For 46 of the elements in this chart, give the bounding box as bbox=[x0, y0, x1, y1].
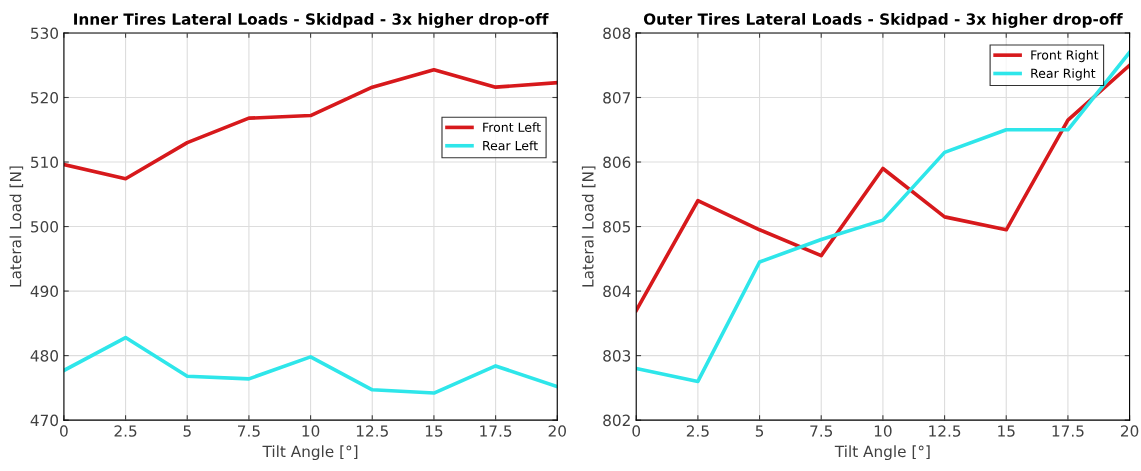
y-tick-label: 806 bbox=[603, 156, 631, 169]
y-tick-label: 510 bbox=[31, 156, 59, 169]
x-axis-title: Tilt Angle [°] bbox=[262, 445, 358, 461]
y-tick-label: 804 bbox=[603, 285, 631, 298]
y-tick-label: 807 bbox=[603, 91, 631, 104]
y-axis-title: Lateral Load [N] bbox=[581, 166, 596, 287]
y-tick-label: 470 bbox=[30, 414, 59, 427]
x-axis-title: Tilt Angle [°] bbox=[834, 445, 930, 461]
y-tick-label: 530 bbox=[31, 27, 59, 39]
y-tick-label: 490 bbox=[30, 285, 59, 298]
y-axis-title: Lateral Load [N] bbox=[9, 166, 24, 287]
x-tick-label: 2.5 bbox=[686, 425, 709, 437]
y-tick-label: 520 bbox=[31, 91, 59, 104]
x-tick-label: 12.5 bbox=[929, 425, 961, 437]
x-tick-label: 5 bbox=[755, 425, 764, 437]
x-tick-label: 7.5 bbox=[810, 425, 833, 437]
x-tick-label: 10 bbox=[302, 425, 320, 437]
legend-label: Front Right bbox=[1031, 50, 1099, 63]
y-tick-label: 808 bbox=[603, 27, 631, 39]
x-tick-label: 15 bbox=[425, 425, 443, 437]
y-tick-label: 802 bbox=[603, 414, 630, 427]
x-tick-label: 12.5 bbox=[356, 425, 388, 437]
y-tick-label: 500 bbox=[31, 221, 59, 233]
line-series bbox=[636, 63, 1130, 313]
x-tick-label: 5 bbox=[183, 425, 191, 437]
chart-title: Inner Tires Lateral Loads - Skidpad - 3x higher drop-off bbox=[74, 13, 549, 28]
line-series bbox=[63, 67, 558, 181]
legend-label: Rear Right bbox=[1031, 68, 1096, 81]
y-tick-label: 805 bbox=[603, 221, 631, 233]
x-tick-label: 10 bbox=[874, 425, 892, 437]
chart-title: Outer Tires Lateral Loads - Skidpad - 3x higher drop-off bbox=[643, 13, 1123, 28]
x-tick-label: 17.5 bbox=[1052, 425, 1084, 437]
y-tick-label: 803 bbox=[603, 350, 631, 362]
y-tick-label: 480 bbox=[30, 350, 59, 362]
legend-label: Rear Left bbox=[483, 140, 538, 151]
x-tick-label: 20 bbox=[1120, 425, 1139, 437]
line-series bbox=[636, 50, 1130, 384]
x-tick-label: 20 bbox=[548, 425, 566, 437]
x-tick-label: 7.5 bbox=[238, 425, 260, 437]
x-tick-label: 0 bbox=[632, 425, 641, 437]
x-tick-label: 17.5 bbox=[480, 425, 512, 437]
x-tick-label: 2.5 bbox=[114, 425, 137, 437]
x-tick-label: 15 bbox=[998, 425, 1015, 437]
legend-label: Front Left bbox=[483, 122, 541, 132]
line-series bbox=[63, 335, 558, 395]
x-tick-label: 0 bbox=[60, 425, 68, 437]
